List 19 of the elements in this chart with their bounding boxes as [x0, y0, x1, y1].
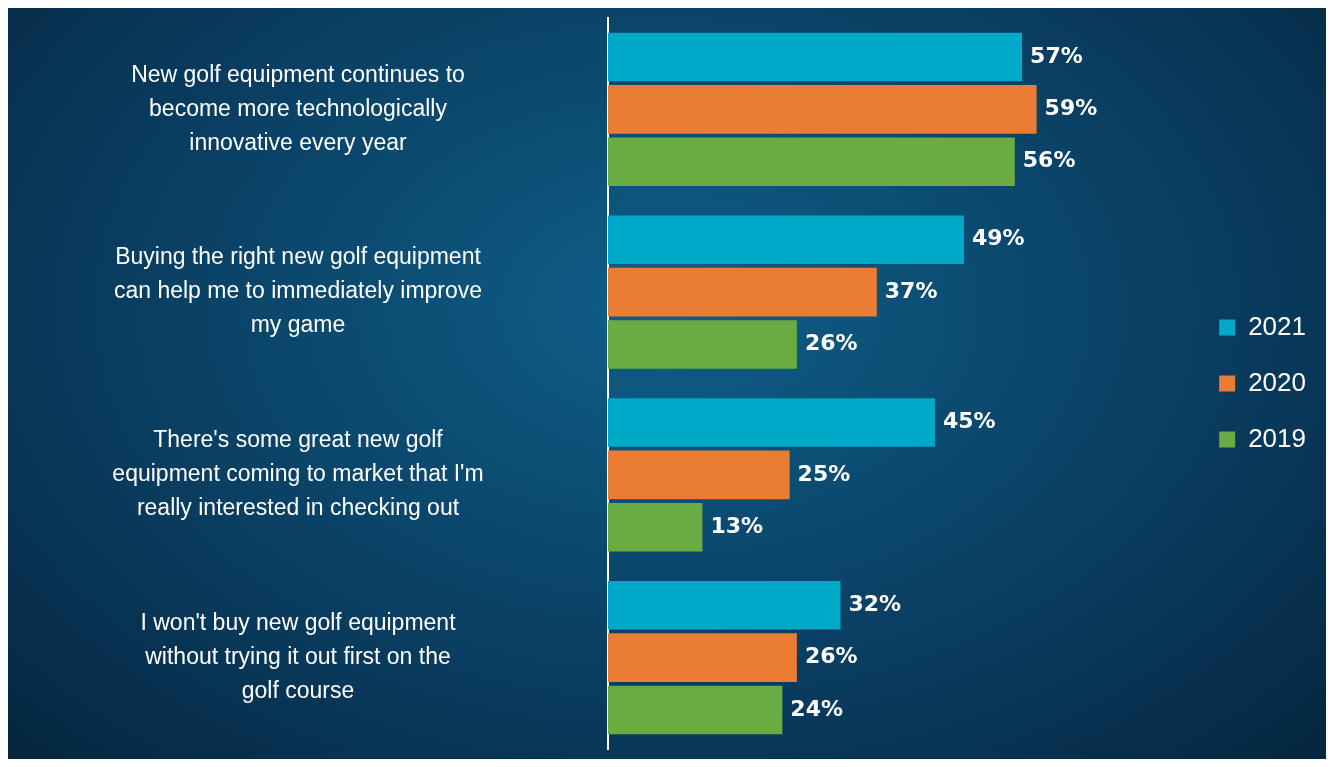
- legend-label: 2020: [1248, 366, 1306, 397]
- y-tick-label: There's some great new golf equipment coming to market that I'm really interested in checking out: [112, 426, 484, 521]
- data-label: 13%: [710, 512, 764, 538]
- y-tick-label: I won't buy new golf equipment without trying it out first on the golf course: [140, 608, 457, 703]
- y-tick-label: Buying the right new golf equipment can help me to immediately improve my game: [113, 243, 483, 338]
- data-label: 45%: [942, 408, 996, 434]
- data-label: 56%: [1022, 147, 1076, 173]
- data-label: 37%: [884, 277, 938, 303]
- data-label: 32%: [848, 590, 902, 616]
- legend-label: 2021: [1248, 310, 1306, 341]
- y-tick-label: New golf equipment continues to become more technologically innovative every year: [131, 60, 465, 155]
- data-label: 24%: [790, 695, 844, 721]
- data-label: 26%: [804, 330, 858, 356]
- data-label: 49%: [971, 225, 1025, 251]
- data-label: 57%: [1030, 42, 1083, 68]
- data-label: 59%: [1044, 95, 1098, 121]
- data-label: 25%: [797, 460, 851, 486]
- data-label: 26%: [804, 643, 858, 669]
- legend-label: 2019: [1248, 422, 1306, 453]
